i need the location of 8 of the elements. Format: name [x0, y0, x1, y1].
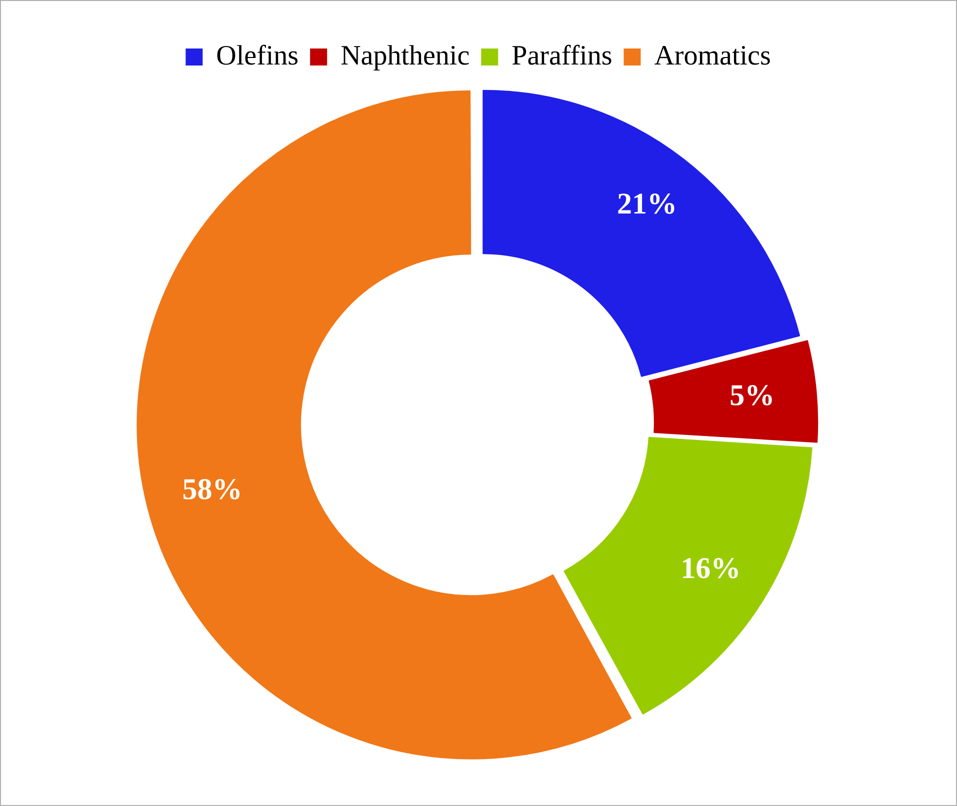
data-label: 58%: [182, 473, 242, 506]
legend-label: Olefins: [216, 40, 299, 72]
legend-label: Naphthenic: [340, 40, 470, 72]
legend-label: Paraffins: [512, 40, 612, 72]
data-label: 5%: [730, 378, 775, 412]
data-label: 16%: [680, 552, 741, 586]
data-label: 21%: [616, 188, 677, 221]
legend-label: Aromatics: [654, 40, 771, 72]
